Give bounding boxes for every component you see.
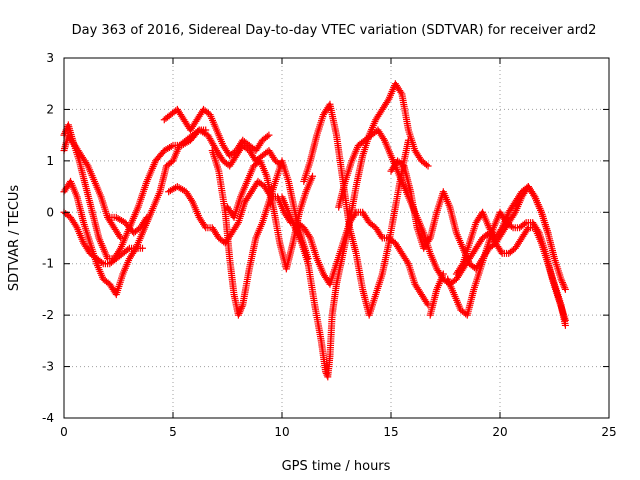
data-points — [60, 80, 569, 381]
data-point — [83, 160, 91, 168]
data-point — [236, 308, 244, 316]
data-point — [309, 172, 317, 180]
y-tick-label: 2 — [46, 102, 54, 116]
axis-ticks: 0 5 10 15 20 25 -4 -3 -2 -1 0 1 2 3 — [42, 51, 617, 439]
x-tick-label: 20 — [492, 425, 507, 439]
data-point — [124, 246, 132, 254]
data-point — [510, 210, 518, 218]
data-point — [379, 135, 387, 143]
data-point — [201, 222, 209, 230]
data-point — [497, 225, 505, 233]
x-tick-label: 15 — [383, 425, 398, 439]
plot-frame — [63, 57, 610, 419]
grid — [64, 58, 609, 418]
data-point — [202, 126, 210, 134]
data-point — [188, 196, 196, 204]
data-point — [233, 220, 241, 228]
data-point — [142, 215, 150, 223]
data-point — [234, 311, 242, 319]
data-point — [237, 304, 245, 312]
y-tick-label: 3 — [46, 51, 54, 65]
data-point — [263, 132, 271, 140]
series-track-3 — [60, 131, 125, 242]
data-point — [238, 303, 246, 311]
data-point — [557, 275, 565, 283]
x-tick-label: 0 — [60, 425, 68, 439]
data-point — [117, 234, 125, 242]
data-point — [523, 225, 531, 233]
data-point — [558, 279, 566, 287]
data-point — [116, 232, 124, 240]
series-track-6 — [160, 105, 273, 160]
data-point — [561, 285, 569, 293]
data-point — [397, 88, 405, 96]
x-axis-label: GPS time / hours — [282, 459, 391, 474]
data-point — [98, 258, 106, 266]
data-point — [497, 248, 505, 256]
data-point — [530, 191, 538, 199]
data-point — [116, 246, 124, 254]
y-tick-label: -1 — [42, 257, 54, 271]
data-point — [403, 258, 411, 266]
data-point — [138, 244, 146, 252]
data-point — [404, 136, 412, 144]
y-axis-label: SDTVAR / TECUs — [7, 185, 22, 292]
y-tick-label: 1 — [46, 154, 54, 168]
chart-title: Day 363 of 2016, Sidereal Day-to-day VTE… — [72, 23, 597, 38]
data-point — [521, 220, 529, 228]
data-point — [423, 299, 431, 307]
data-point — [61, 129, 69, 137]
data-point — [558, 277, 566, 285]
series-track-16 — [426, 270, 447, 319]
y-tick-label: 0 — [46, 205, 54, 219]
data-point — [534, 227, 542, 235]
data-point — [265, 131, 273, 139]
x-tick-label: 25 — [601, 425, 616, 439]
data-point — [384, 97, 392, 105]
x-tick-label: 5 — [169, 425, 177, 439]
data-point — [422, 161, 430, 169]
data-point — [559, 280, 567, 288]
series-track-15 — [452, 183, 552, 278]
y-tick-label: -4 — [42, 411, 54, 425]
y-tick-label: -3 — [42, 360, 54, 374]
y-tick-label: -2 — [42, 308, 54, 322]
series-track-5 — [104, 213, 151, 237]
data-point — [439, 270, 447, 278]
series-track-2 — [60, 126, 210, 299]
data-point — [561, 316, 569, 324]
data-point — [237, 306, 245, 314]
data-point — [424, 162, 432, 170]
data-point — [72, 222, 80, 230]
data-point — [143, 213, 151, 221]
data-point — [194, 127, 202, 135]
series-track-4 — [60, 208, 146, 268]
data-point — [507, 222, 515, 230]
data-point — [131, 246, 139, 254]
series-track-11 — [300, 100, 412, 319]
data-point — [561, 284, 569, 292]
data-point — [305, 232, 313, 240]
series-track-10 — [278, 80, 432, 381]
data-point — [377, 232, 385, 240]
data-point — [560, 282, 568, 290]
data-point — [458, 261, 466, 269]
data-point — [425, 236, 433, 244]
x-tick-label: 10 — [274, 425, 289, 439]
data-point — [235, 309, 243, 317]
data-point — [544, 229, 552, 237]
